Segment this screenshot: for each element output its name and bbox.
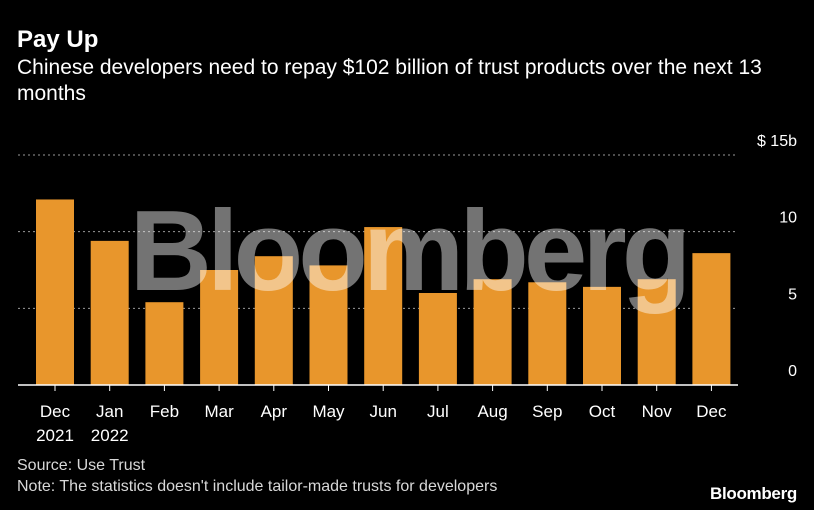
x-tick-label: Oct <box>589 402 616 421</box>
bar-chart: Dec 2021 Jan 2022 Feb Mar Apr May Jun Jul Aug Sep Oc… <box>18 133 797 445</box>
x-tick-label: Nov <box>642 402 673 421</box>
x-tick-label: 2021 <box>36 426 74 445</box>
y-tick-label: $ 15b <box>757 133 797 150</box>
bar <box>637 279 676 385</box>
bar <box>309 265 348 385</box>
x-tick-label: Aug <box>477 402 507 421</box>
y-tick-label: 5 <box>788 286 797 303</box>
bar <box>473 279 512 385</box>
chart-title: Pay Up <box>17 26 99 53</box>
bar <box>36 199 74 385</box>
x-tick-label: Apr <box>261 402 288 421</box>
y-axis: $ 15b 10 5 0 <box>757 133 797 380</box>
bar <box>364 227 403 385</box>
bar <box>418 293 457 385</box>
bar <box>528 282 567 385</box>
y-tick-label: 0 <box>788 363 797 380</box>
bar <box>90 240 129 385</box>
x-tick-label: Dec <box>40 402 71 421</box>
bars <box>36 199 731 385</box>
source-note: Source: Use Trust <box>17 457 146 474</box>
x-axis: Dec 2021 Jan 2022 Feb Mar Apr May Jun Jul Aug Sep Oc… <box>18 384 738 445</box>
y-tick-label: 10 <box>779 210 797 227</box>
footnote: Note: The statistics doesn't include tai… <box>17 478 498 495</box>
chart-subtitle: Chinese developers need to repay $102 bi… <box>17 56 762 105</box>
x-tick-label: May <box>312 402 345 421</box>
x-tick-label: Sep <box>532 402 562 421</box>
x-tick-label: 2022 <box>91 426 129 445</box>
bar <box>583 286 621 385</box>
bar <box>254 256 293 385</box>
x-tick-label: Jul <box>427 402 449 421</box>
x-tick-label: Mar <box>204 402 234 421</box>
watermark-logo: Bloomberg <box>130 188 687 315</box>
bar <box>200 270 239 385</box>
x-tick-label: Jun <box>369 402 396 421</box>
x-tick-label: Jan <box>96 402 123 421</box>
bar <box>145 302 184 385</box>
x-tick-label: Feb <box>150 402 179 421</box>
bloomberg-logo: Bloomberg <box>709 484 797 503</box>
bar <box>692 253 731 385</box>
x-tick-label: Dec <box>696 402 727 421</box>
